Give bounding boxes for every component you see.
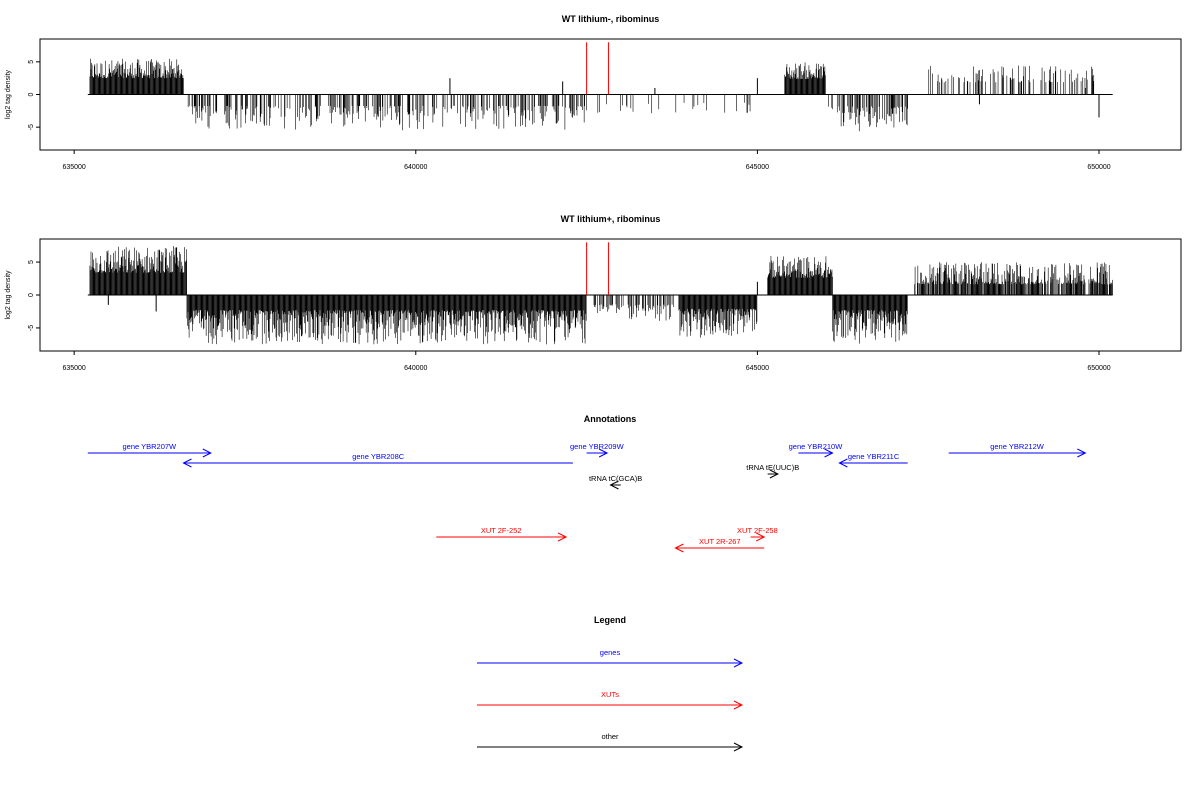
annotation-label: tRNA tE(UUC)B <box>746 463 799 472</box>
arrow-head <box>769 469 780 479</box>
annotation-xut-arrow: XUT 2F-252 <box>436 526 568 542</box>
annotation-gene-arrow: gene YBR210W <box>789 442 844 458</box>
legend-item: XUTs <box>477 690 744 710</box>
annotation-label: gene YBR207W <box>122 442 177 451</box>
annotation-gene-arrow: gene YBR211C <box>838 452 908 468</box>
legend-label: XUTs <box>601 690 619 699</box>
arrow-head <box>838 458 848 468</box>
y-tick-label: 0 <box>28 92 35 96</box>
x-tick-label: 640000 <box>404 365 427 372</box>
density-panel-2: WT lithium+, ribominus 5 0 -5 log2 tag densi… <box>5 214 1182 372</box>
annotation-other-arrow: tRNA tC(GCA)B <box>589 474 642 490</box>
x-tick-label: 650000 <box>1087 164 1110 171</box>
annotation-label: XUT 2F-258 <box>737 526 778 535</box>
y-axis-label: log2 tag density <box>5 270 12 320</box>
annotation-label: gene YBR208C <box>352 452 405 461</box>
arrow-head <box>557 532 568 542</box>
arrow-head <box>733 700 744 710</box>
y-axis-label: log2 tag density <box>5 69 12 119</box>
y-tick-label: -5 <box>28 325 35 331</box>
x-tick-label: 645000 <box>746 365 769 372</box>
y-tick-label: 5 <box>28 60 35 64</box>
arrow-head <box>733 658 744 668</box>
arrow-head <box>733 742 744 752</box>
series-0 <box>89 58 1100 132</box>
legend-item: genes <box>477 648 744 668</box>
x-tick-label: 645000 <box>746 164 769 171</box>
annotation-gene-arrow: gene YBR207W <box>87 442 212 458</box>
panel-title: WT lithium+, ribominus <box>561 214 661 224</box>
arrow-head <box>756 532 766 542</box>
annotation-label: tRNA tC(GCA)B <box>589 474 642 483</box>
series-0 <box>89 246 1113 345</box>
series-1 <box>586 42 609 95</box>
series-1 <box>586 242 609 295</box>
legend-panel: Legend genes XUTs other <box>477 615 744 752</box>
arrow-head <box>1077 448 1087 458</box>
annotation-label: gene YBR210W <box>789 442 844 451</box>
annotation-gene-arrow: gene YBR212W <box>948 442 1087 458</box>
x-tick-label: 640000 <box>404 164 427 171</box>
x-tick-label: 650000 <box>1087 365 1110 372</box>
density-panel-1: WT lithium-, ribominus 5 0 -5 log2 tag densi… <box>5 14 1182 171</box>
arrow-head <box>674 543 684 553</box>
annotation-label: XUT 2R-267 <box>699 537 741 546</box>
y-tick-label: 0 <box>28 293 35 297</box>
legend-item: other <box>477 732 744 752</box>
annotation-label: gene YBR212W <box>990 442 1045 451</box>
annotation-xut-arrow: XUT 2R-267 <box>674 537 765 553</box>
arrow-head <box>182 458 192 468</box>
annotations-panel: Annotations gene YBR207W gene YBR208C gene … <box>87 414 1087 553</box>
annotation-gene-arrow: gene YBR209W <box>570 442 625 458</box>
legend-title: Legend <box>594 615 626 625</box>
legend-label: other <box>601 732 619 741</box>
legend-label: genes <box>600 648 621 657</box>
x-tick-label: 635000 <box>62 164 85 171</box>
annotations-title: Annotations <box>584 414 637 424</box>
x-tick-label: 635000 <box>62 365 85 372</box>
annotation-xut-arrow: XUT 2F-258 <box>737 526 778 542</box>
arrow-head <box>824 448 834 458</box>
annotation-gene-arrow: gene YBR208C <box>182 452 573 468</box>
annotation-label: gene YBR209W <box>570 442 625 451</box>
arrow-head <box>598 448 609 458</box>
annotation-other-arrow: tRNA tE(UUC)B <box>746 463 799 479</box>
annotation-label: gene YBR211C <box>848 452 900 461</box>
arrow-head <box>202 448 212 458</box>
annotation-label: XUT 2F-252 <box>481 526 522 535</box>
y-tick-label: -5 <box>28 124 35 130</box>
arrow-head <box>609 480 619 490</box>
y-tick-label: 5 <box>28 260 35 264</box>
panel-title: WT lithium-, ribominus <box>562 14 660 24</box>
